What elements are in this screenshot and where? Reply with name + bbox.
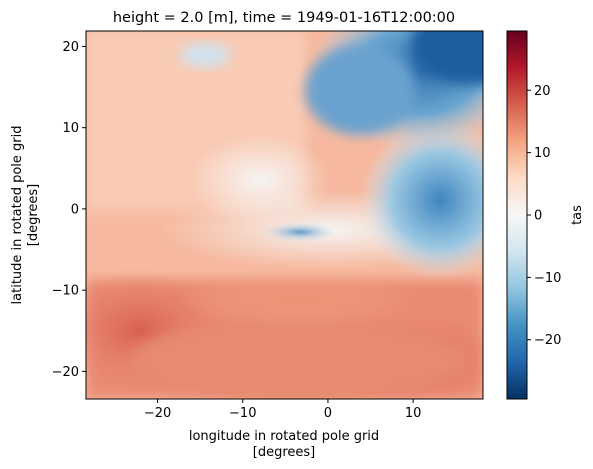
plot-frame: [85, 30, 484, 400]
y-axis-ticks: −20 −10 0 10 20: [52, 40, 86, 380]
y-tick-label: 10: [62, 121, 79, 136]
colorbar-tick-label: 0: [534, 209, 542, 224]
y-tick-label: −20: [52, 365, 79, 380]
x-tick-label: 0: [324, 406, 332, 421]
colorbar-label: tas: [570, 205, 585, 225]
colorbar-tick-label: −20: [534, 333, 561, 348]
y-tick-label: 20: [62, 40, 79, 55]
colorbar: [506, 30, 528, 400]
y-axis-label-line1: latitude in rotated pole grid: [10, 126, 25, 305]
x-axis-ticks: −20 −10 0 10: [144, 399, 422, 421]
x-tick-label: −10: [229, 406, 256, 421]
colorbar-tick-label: 20: [534, 84, 551, 99]
y-tick-label: 0: [71, 202, 79, 217]
x-axis-label-line1: longitude in rotated pole grid: [189, 429, 379, 444]
heatmap-field: [86, 31, 483, 399]
y-tick-label: −10: [52, 284, 79, 299]
x-axis-label-line2: [degrees]: [253, 445, 315, 460]
colorbar-tick-label: −10: [534, 271, 561, 286]
chart-title: height = 2.0 [m], time = 1949-01-16T12:0…: [113, 10, 455, 26]
colorbar-ticks: −20 −10 0 10 20: [527, 84, 561, 348]
y-axis-label-line2: [degrees]: [26, 184, 41, 246]
x-tick-label: 10: [405, 406, 422, 421]
x-tick-label: −20: [144, 406, 171, 421]
colorbar-tick-label: 10: [534, 146, 551, 161]
